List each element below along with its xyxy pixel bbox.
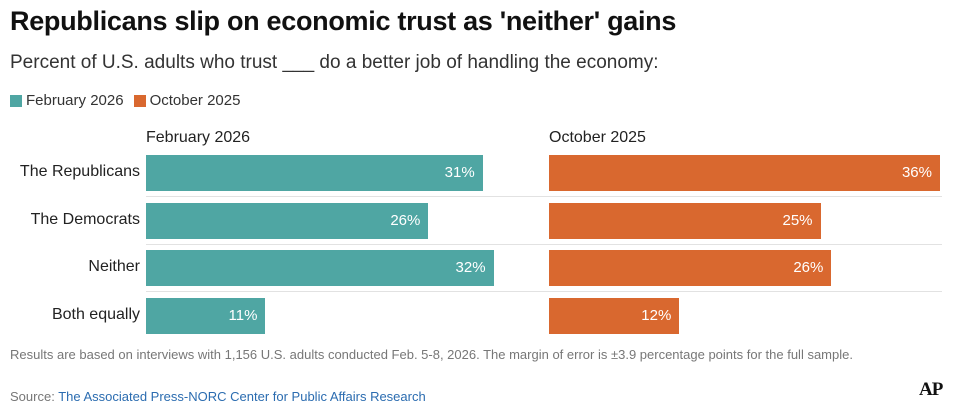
chart-subtitle: Percent of U.S. adults who trust ___ do … [10, 52, 659, 73]
bar-value-label: 36% [901, 164, 932, 181]
row-divider [146, 196, 942, 197]
category-label-the-democrats: The Democrats [30, 210, 140, 228]
legend-label-february-2026: February 2026 [26, 92, 124, 109]
bar-value-label: 26% [390, 211, 421, 229]
row-divider [146, 291, 942, 293]
source-prefix: Source: [10, 389, 59, 404]
panel-header-february-2026: February 2026 [146, 129, 251, 146]
legend: February 2026 October 2025 [10, 92, 250, 109]
category-label-the-republicans: The Republicans [19, 163, 140, 180]
row-divider [146, 243, 942, 245]
legend-item-october-2025: October 2025 [133, 92, 241, 109]
bar-value-label: 12% [641, 307, 672, 325]
source-link[interactable]: The Associated Press-NORC Center for Pub… [58, 389, 426, 404]
panel-header-october-2025: October 2025 [549, 129, 646, 146]
bar-value-label: 32% [455, 259, 486, 277]
bar-value-label: 11% [228, 307, 258, 325]
bar-october-2025-neither: 26% [549, 250, 832, 287]
category-label-neither: Neither [88, 258, 140, 276]
bar-october-2025-both-equally: 12% [549, 298, 680, 335]
ap-logo: AP [919, 379, 943, 400]
bar-value-label: 31% [444, 164, 475, 181]
bar-february-2026-the-republicans: 31% [146, 155, 483, 191]
legend-label-october-2025: October 2025 [149, 92, 241, 109]
bar-value-label: 26% [793, 259, 824, 277]
source-line: Source: The Associated Press-NORC Center… [10, 389, 426, 404]
bar-february-2026-the-democrats: 26% [146, 202, 429, 239]
bar-value-label: 25% [782, 211, 813, 229]
footnote: Results are based on interviews with 1,1… [10, 347, 853, 362]
category-label-both-equally: Both equally [51, 306, 140, 324]
legend-swatch-october-2025 [133, 94, 146, 107]
bar-february-2026-both-equally: 11% [146, 298, 266, 335]
legend-swatch-february-2026 [10, 94, 22, 107]
legend-item-february-2026: February 2026 [10, 92, 124, 109]
bar-october-2025-the-republicans: 36% [549, 155, 940, 191]
bar-february-2026-neither: 32% [146, 250, 494, 287]
bar-october-2025-the-democrats: 25% [549, 202, 821, 239]
chart-title: Republicans slip on economic trust as 'n… [10, 6, 677, 36]
